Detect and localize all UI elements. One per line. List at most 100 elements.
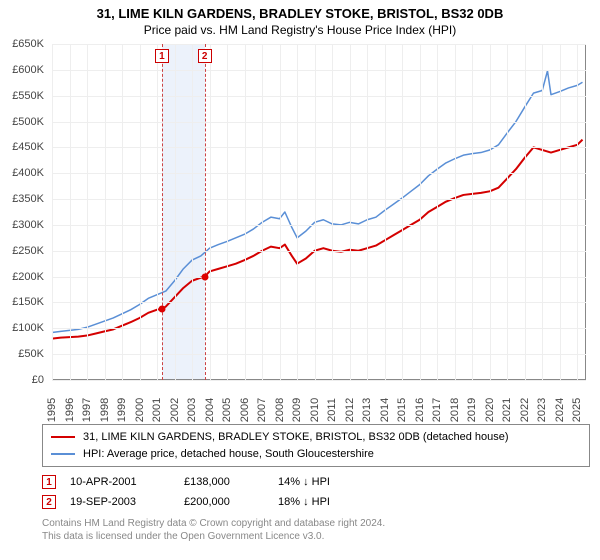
- legend-swatch: [51, 453, 75, 455]
- grid-h: [52, 122, 586, 123]
- sale-delta: 18% ↓ HPI: [278, 496, 378, 508]
- grid-h: [52, 173, 586, 174]
- grid-h: [52, 380, 586, 381]
- grid-v: [420, 44, 421, 380]
- grid-v: [542, 44, 543, 380]
- grid-h: [52, 354, 586, 355]
- grid-h: [52, 199, 586, 200]
- y-axis-label: £50K: [4, 348, 44, 360]
- x-axis-label: 2024: [554, 398, 566, 422]
- grid-h: [52, 147, 586, 148]
- x-axis-label: 2006: [239, 398, 251, 422]
- grid-v: [192, 44, 193, 380]
- x-axis-label: 2015: [396, 398, 408, 422]
- grid-v: [490, 44, 491, 380]
- sale-row: 110-APR-2001£138,00014% ↓ HPI: [42, 475, 590, 489]
- grid-v: [280, 44, 281, 380]
- grid-h: [52, 251, 586, 252]
- chart-subtitle: Price paid vs. HM Land Registry's House …: [0, 21, 600, 41]
- y-axis-label: £0: [4, 374, 44, 386]
- grid-h: [52, 277, 586, 278]
- x-axis-label: 2025: [571, 398, 583, 422]
- x-axis-label: 1995: [46, 398, 58, 422]
- grid-h: [52, 328, 586, 329]
- grid-v: [210, 44, 211, 380]
- x-axis-label: 2021: [501, 398, 513, 422]
- sale-price: £200,000: [184, 496, 264, 508]
- grid-v: [122, 44, 123, 380]
- y-axis-label: £600K: [4, 64, 44, 76]
- x-axis-label: 2009: [291, 398, 303, 422]
- legend-swatch: [51, 436, 75, 438]
- attribution-text: Contains HM Land Registry data © Crown c…: [42, 517, 590, 543]
- y-axis-label: £200K: [4, 271, 44, 283]
- x-axis-label: 2012: [344, 398, 356, 422]
- y-axis-label: £250K: [4, 245, 44, 257]
- grid-v: [52, 44, 53, 380]
- x-axis-label: 2020: [484, 398, 496, 422]
- x-axis-label: 2010: [309, 398, 321, 422]
- grid-v: [315, 44, 316, 380]
- legend: 31, LIME KILN GARDENS, BRADLEY STOKE, BR…: [42, 424, 590, 467]
- grid-v: [245, 44, 246, 380]
- sale-date: 19-SEP-2003: [70, 496, 170, 508]
- grid-v: [402, 44, 403, 380]
- sale-price: £138,000: [184, 476, 264, 488]
- y-axis-label: £300K: [4, 219, 44, 231]
- attribution-line: This data is licensed under the Open Gov…: [42, 530, 590, 543]
- grid-v: [87, 44, 88, 380]
- legend-label: 31, LIME KILN GARDENS, BRADLEY STOKE, BR…: [83, 429, 509, 446]
- sale-marker-line: [162, 44, 163, 380]
- grid-v: [472, 44, 473, 380]
- grid-v: [350, 44, 351, 380]
- sale-index-badge: 2: [42, 495, 56, 509]
- y-axis-label: £650K: [4, 38, 44, 50]
- grid-v: [105, 44, 106, 380]
- x-axis-label: 2014: [379, 398, 391, 422]
- x-axis-label: 1996: [64, 398, 76, 422]
- sale-marker-badge: 1: [155, 49, 169, 63]
- footer-area: 31, LIME KILN GARDENS, BRADLEY STOKE, BR…: [42, 424, 590, 543]
- x-axis-label: 2017: [431, 398, 443, 422]
- grid-v: [455, 44, 456, 380]
- x-axis-label: 2016: [414, 398, 426, 422]
- legend-row: 31, LIME KILN GARDENS, BRADLEY STOKE, BR…: [51, 429, 581, 446]
- x-axis-label: 2000: [134, 398, 146, 422]
- x-axis-label: 2023: [536, 398, 548, 422]
- grid-h: [52, 44, 586, 45]
- grid-h: [52, 302, 586, 303]
- legend-label: HPI: Average price, detached house, Sout…: [83, 446, 374, 463]
- x-axis-label: 1997: [81, 398, 93, 422]
- x-axis-label: 2007: [256, 398, 268, 422]
- y-axis-label: £450K: [4, 141, 44, 153]
- grid-v: [385, 44, 386, 380]
- grid-v: [227, 44, 228, 380]
- x-axis-label: 1998: [99, 398, 111, 422]
- x-axis-label: 2001: [151, 398, 163, 422]
- attribution-line: Contains HM Land Registry data © Crown c…: [42, 517, 590, 530]
- y-axis-label: £100K: [4, 322, 44, 334]
- sale-marker-badge: 2: [198, 49, 212, 63]
- grid-v: [367, 44, 368, 380]
- grid-v: [262, 44, 263, 380]
- x-axis-label: 2022: [519, 398, 531, 422]
- x-axis-label: 2011: [326, 398, 338, 422]
- y-axis-label: £550K: [4, 90, 44, 102]
- sale-date: 10-APR-2001: [70, 476, 170, 488]
- sale-table: 110-APR-2001£138,00014% ↓ HPI219-SEP-200…: [42, 475, 590, 509]
- x-axis-label: 2018: [449, 398, 461, 422]
- grid-h: [52, 96, 586, 97]
- sale-marker-dot: [158, 305, 165, 312]
- grid-v: [157, 44, 158, 380]
- x-axis-label: 2019: [466, 398, 478, 422]
- sale-index-badge: 1: [42, 475, 56, 489]
- grid-v: [332, 44, 333, 380]
- sale-marker-line: [205, 44, 206, 380]
- sale-marker-dot: [201, 273, 208, 280]
- x-axis-label: 2002: [169, 398, 181, 422]
- grid-v: [140, 44, 141, 380]
- x-axis-label: 1999: [116, 398, 128, 422]
- grid-h: [52, 225, 586, 226]
- x-axis-label: 2013: [361, 398, 373, 422]
- x-axis-label: 2008: [274, 398, 286, 422]
